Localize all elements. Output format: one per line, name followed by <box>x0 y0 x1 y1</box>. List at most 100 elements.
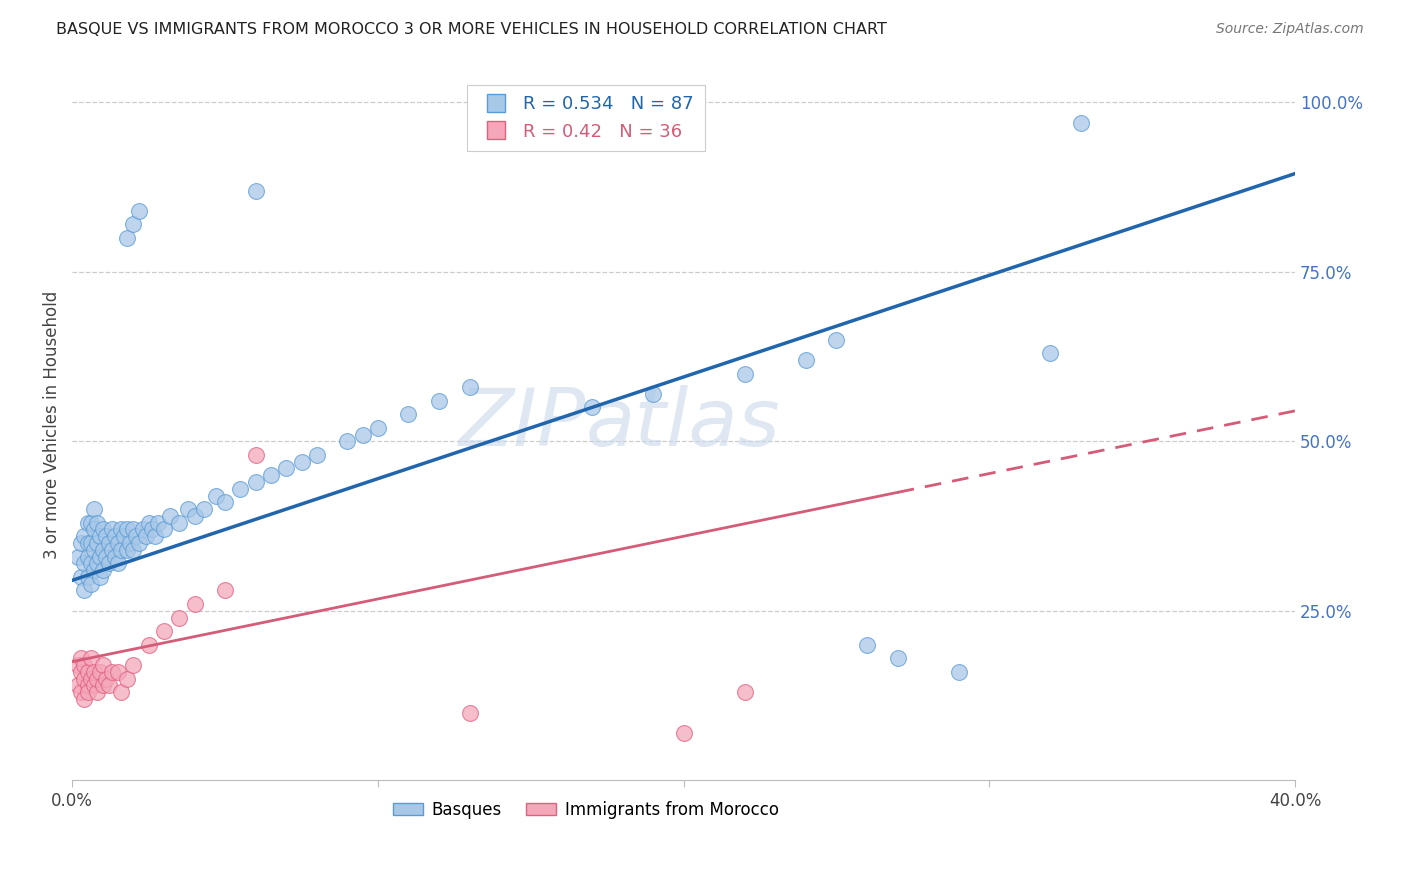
Point <box>260 468 283 483</box>
Point <box>581 401 603 415</box>
Point <box>73 529 96 543</box>
Point <box>83 678 105 692</box>
Point <box>91 563 114 577</box>
Point <box>352 427 374 442</box>
Point <box>427 393 450 408</box>
Point <box>245 448 267 462</box>
Point <box>734 685 756 699</box>
Point <box>856 638 879 652</box>
Point <box>245 184 267 198</box>
Point <box>112 529 135 543</box>
Point <box>367 421 389 435</box>
Point <box>83 563 105 577</box>
Point <box>672 726 695 740</box>
Point <box>86 516 108 530</box>
Point <box>122 523 145 537</box>
Text: BASQUE VS IMMIGRANTS FROM MOROCCO 3 OR MORE VEHICLES IN HOUSEHOLD CORRELATION CH: BASQUE VS IMMIGRANTS FROM MOROCCO 3 OR M… <box>56 22 887 37</box>
Point <box>183 508 205 523</box>
Point <box>104 549 127 564</box>
Point <box>91 678 114 692</box>
Point <box>67 658 90 673</box>
Point <box>83 542 105 557</box>
Point <box>76 570 98 584</box>
Point <box>104 529 127 543</box>
Point <box>167 610 190 624</box>
Point <box>79 516 101 530</box>
Point <box>79 557 101 571</box>
Point <box>73 583 96 598</box>
Point <box>86 557 108 571</box>
Point <box>458 380 481 394</box>
Point <box>229 482 252 496</box>
Point <box>245 475 267 489</box>
Point <box>141 523 163 537</box>
Point <box>120 536 142 550</box>
Point <box>70 685 93 699</box>
Point <box>76 678 98 692</box>
Point <box>97 536 120 550</box>
Point <box>91 658 114 673</box>
Point <box>1039 346 1062 360</box>
Point <box>94 672 117 686</box>
Point <box>70 651 93 665</box>
Point <box>76 685 98 699</box>
Point <box>73 557 96 571</box>
Point <box>117 523 139 537</box>
Point <box>825 333 848 347</box>
Point <box>76 536 98 550</box>
Text: atlas: atlas <box>586 385 780 464</box>
Point <box>70 570 93 584</box>
Point <box>97 557 120 571</box>
Point <box>79 672 101 686</box>
Text: ZIP: ZIP <box>458 385 586 464</box>
Y-axis label: 3 or more Vehicles in Household: 3 or more Vehicles in Household <box>44 290 60 558</box>
Point <box>86 672 108 686</box>
Point <box>794 353 817 368</box>
Point <box>153 523 176 537</box>
Point <box>117 672 139 686</box>
Point <box>86 536 108 550</box>
Point <box>110 523 132 537</box>
Point <box>91 542 114 557</box>
Point <box>1070 116 1092 130</box>
Point <box>91 523 114 537</box>
Point <box>143 529 166 543</box>
Point <box>398 407 420 421</box>
Point <box>70 665 93 679</box>
Point <box>159 508 181 523</box>
Point <box>214 583 236 598</box>
Legend: Basques, Immigrants from Morocco: Basques, Immigrants from Morocco <box>387 794 786 825</box>
Point <box>214 495 236 509</box>
Point <box>122 542 145 557</box>
Point <box>79 576 101 591</box>
Point <box>886 651 908 665</box>
Point <box>336 434 359 449</box>
Point <box>101 665 124 679</box>
Point <box>73 692 96 706</box>
Point <box>101 542 124 557</box>
Point <box>734 367 756 381</box>
Point <box>146 516 169 530</box>
Point <box>107 557 129 571</box>
Point <box>107 665 129 679</box>
Point <box>94 529 117 543</box>
Point <box>79 536 101 550</box>
Point <box>117 542 139 557</box>
Point <box>153 624 176 639</box>
Point <box>167 516 190 530</box>
Point <box>67 678 90 692</box>
Point <box>128 536 150 550</box>
Point <box>138 516 160 530</box>
Point <box>641 387 664 401</box>
Point <box>86 685 108 699</box>
Point <box>948 665 970 679</box>
Point <box>101 523 124 537</box>
Point <box>138 638 160 652</box>
Point <box>193 502 215 516</box>
Text: Source: ZipAtlas.com: Source: ZipAtlas.com <box>1216 22 1364 37</box>
Point <box>89 570 111 584</box>
Point <box>205 489 228 503</box>
Point <box>73 658 96 673</box>
Point <box>70 536 93 550</box>
Point <box>97 678 120 692</box>
